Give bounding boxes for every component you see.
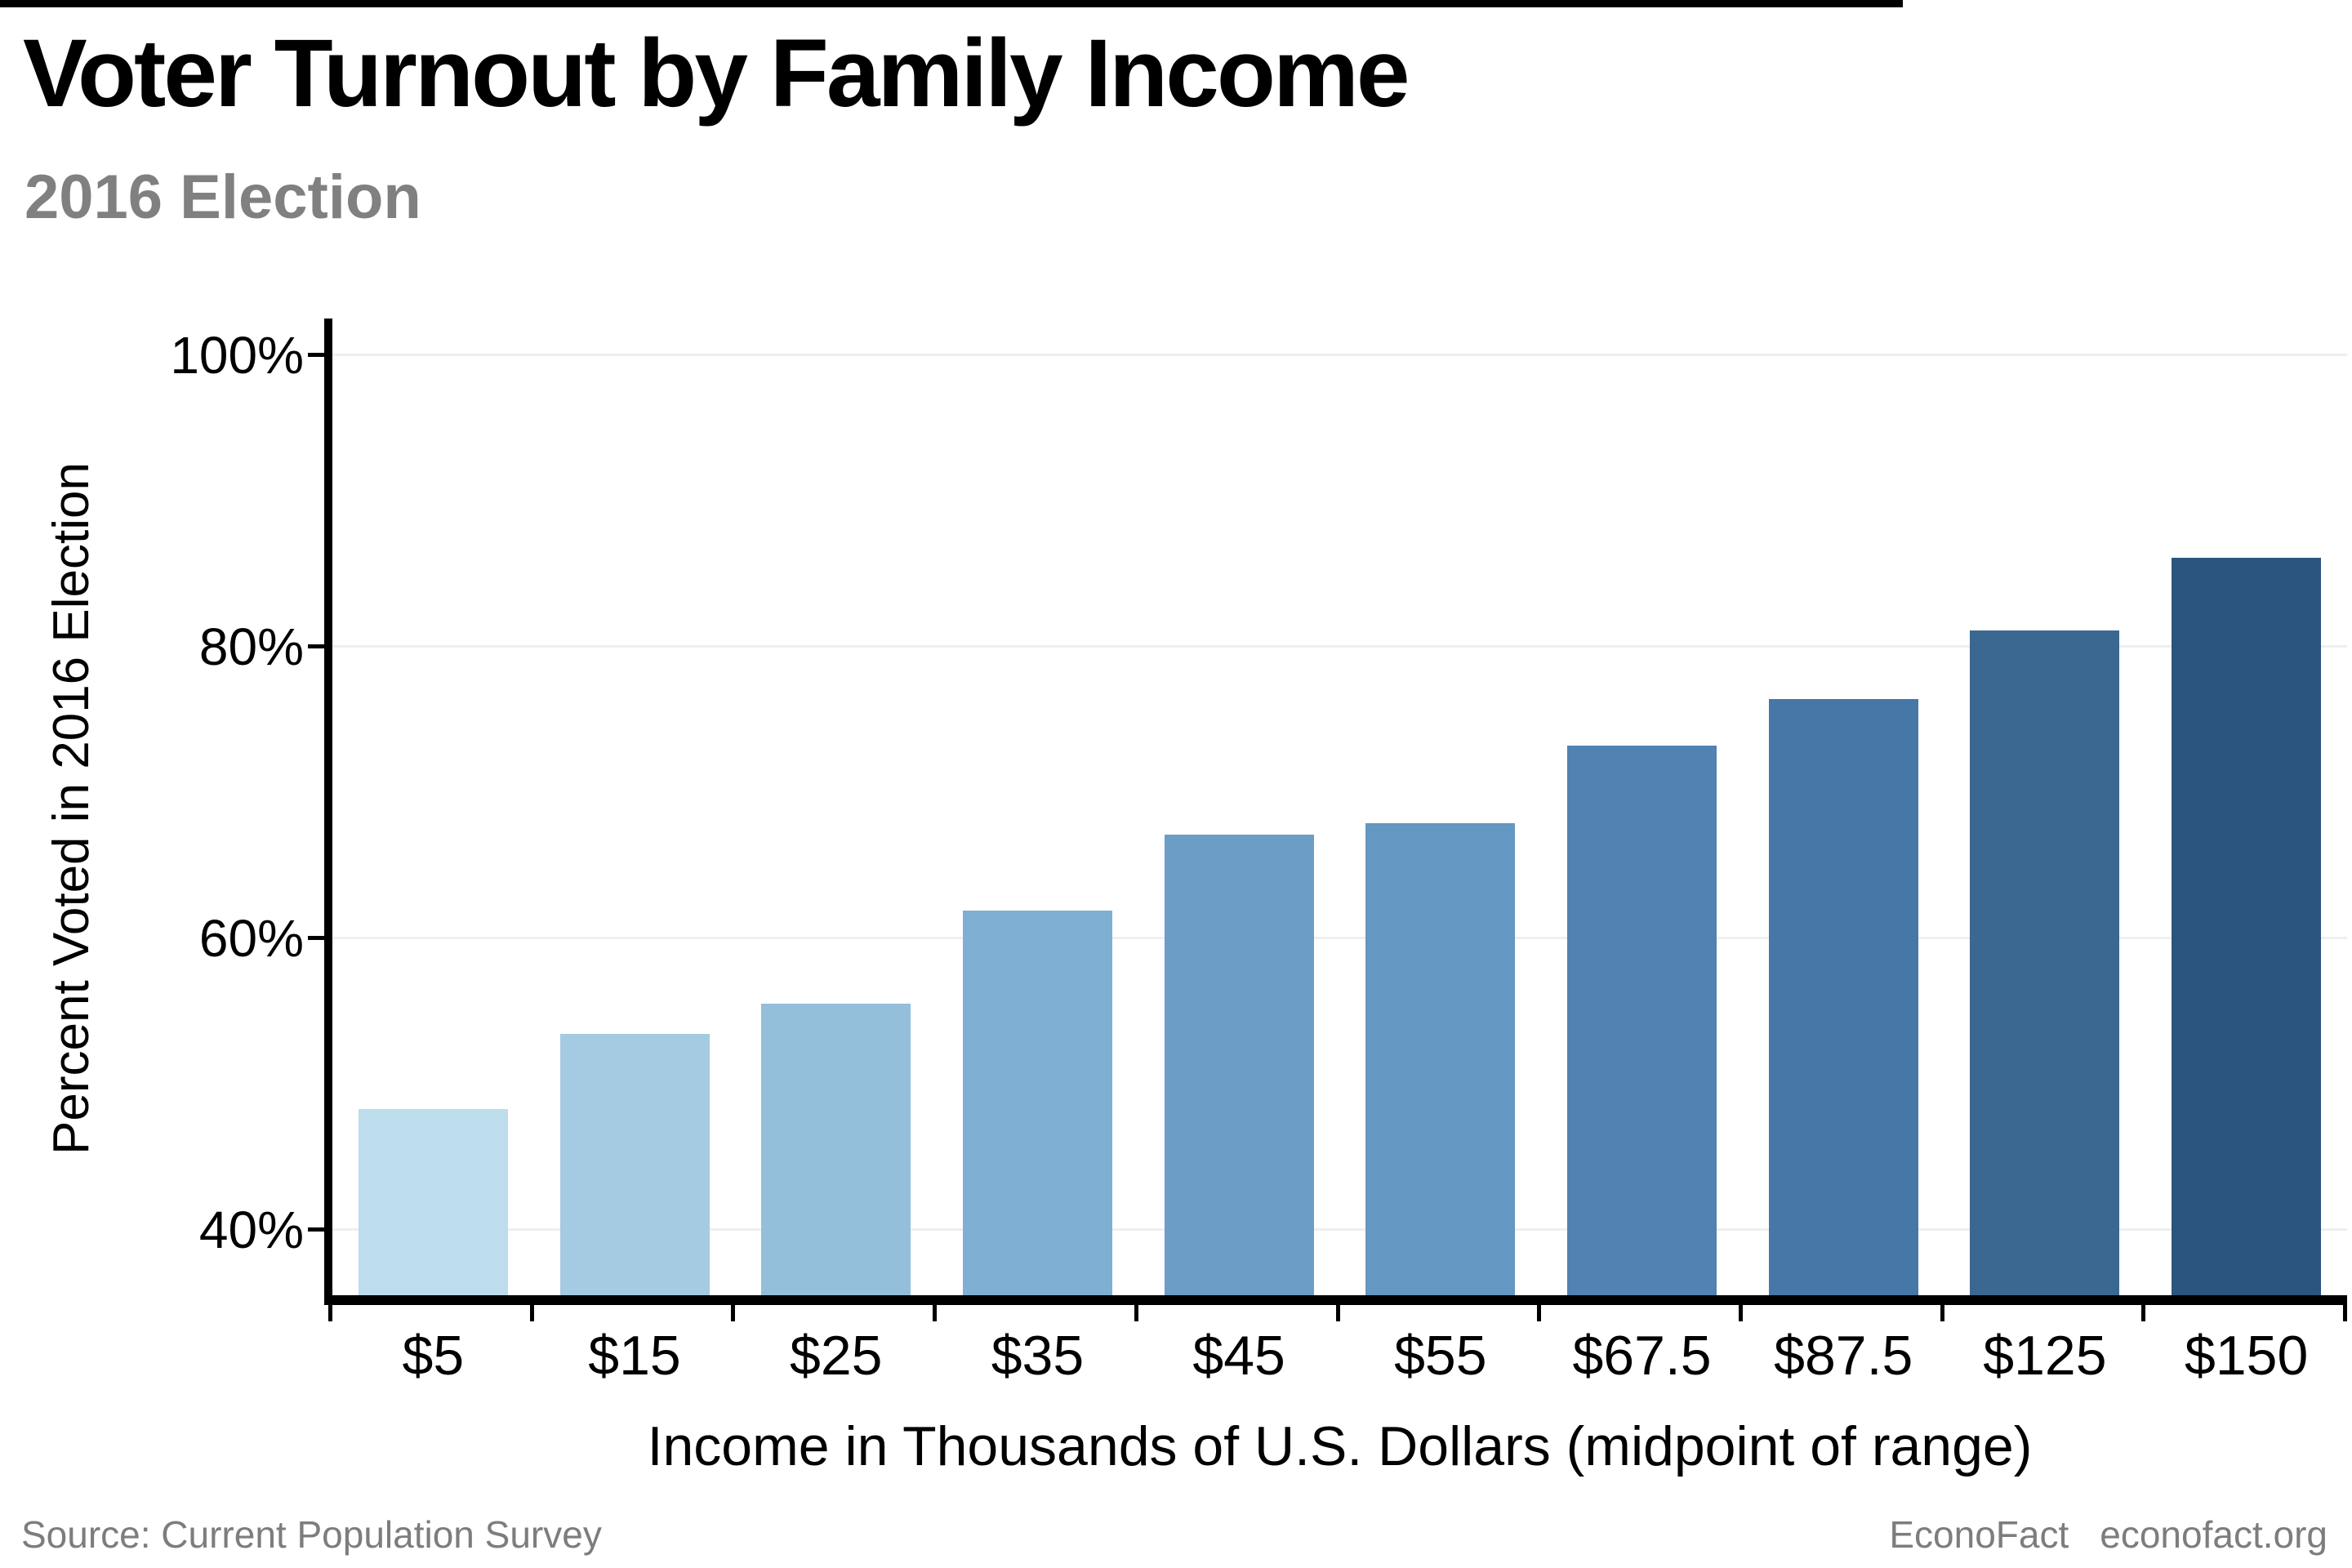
y-tick-label: 80% — [198, 617, 304, 676]
gridline — [332, 1228, 2347, 1232]
bar — [962, 910, 1112, 1295]
source-note: Source: Current Population Survey — [21, 1513, 602, 1556]
brand-footer: EconoFact econofact.org — [1889, 1512, 2328, 1557]
x-tick — [529, 1305, 534, 1321]
y-axis-title: Percent Voted in 2016 Election — [43, 462, 100, 1155]
chart-subtitle: 2016 Election — [24, 163, 421, 232]
brand-site: econofact.org — [2100, 1513, 2328, 1556]
x-tick — [1537, 1305, 1542, 1321]
x-tick-label: $125 — [1983, 1325, 2107, 1387]
y-tick — [308, 936, 324, 941]
x-tick-label: $25 — [790, 1325, 883, 1387]
x-axis-line — [324, 1295, 2347, 1305]
bar — [1768, 698, 1918, 1295]
x-tick-label: $67.5 — [1572, 1325, 1712, 1387]
bar — [761, 1003, 911, 1295]
gridline — [332, 354, 2347, 357]
x-tick — [2343, 1305, 2347, 1321]
bar — [1365, 822, 1516, 1295]
x-tick-label: $15 — [588, 1325, 681, 1387]
y-tick-label: 40% — [198, 1200, 304, 1259]
top-rule — [0, 0, 1903, 7]
bar — [1970, 630, 2120, 1295]
y-tick — [308, 644, 324, 649]
x-tick-label: $87.5 — [1774, 1325, 1913, 1387]
y-tick — [308, 1227, 324, 1232]
x-tick-label: $5 — [402, 1325, 465, 1387]
x-tick-label: $45 — [1192, 1325, 1285, 1387]
x-tick — [328, 1305, 332, 1321]
x-tick — [731, 1305, 736, 1321]
y-tick-label: 60% — [198, 908, 304, 968]
y-tick — [308, 353, 324, 358]
x-tick-label: $35 — [991, 1325, 1085, 1387]
bar — [559, 1034, 710, 1295]
x-tick — [933, 1305, 938, 1321]
x-axis-title: Income in Thousands of U.S. Dollars (mid… — [647, 1415, 2033, 1477]
x-tick — [1134, 1305, 1138, 1321]
bar — [1164, 834, 1314, 1295]
bar — [358, 1108, 508, 1295]
x-tick — [1738, 1305, 1743, 1321]
y-tick-label: 100% — [170, 325, 304, 385]
x-tick — [1335, 1305, 1340, 1321]
y-axis-line — [324, 318, 332, 1305]
brand-name: EconoFact — [1889, 1513, 2069, 1556]
x-tick-label: $150 — [2185, 1325, 2309, 1387]
gridline — [332, 937, 2347, 940]
bar — [1567, 746, 1717, 1295]
bar — [2172, 557, 2322, 1295]
x-tick — [2141, 1305, 2146, 1321]
chart-title: Voter Turnout by Family Income — [23, 20, 1410, 127]
gridline — [332, 645, 2347, 648]
x-tick — [1940, 1305, 1944, 1321]
x-tick-label: $55 — [1394, 1325, 1487, 1387]
